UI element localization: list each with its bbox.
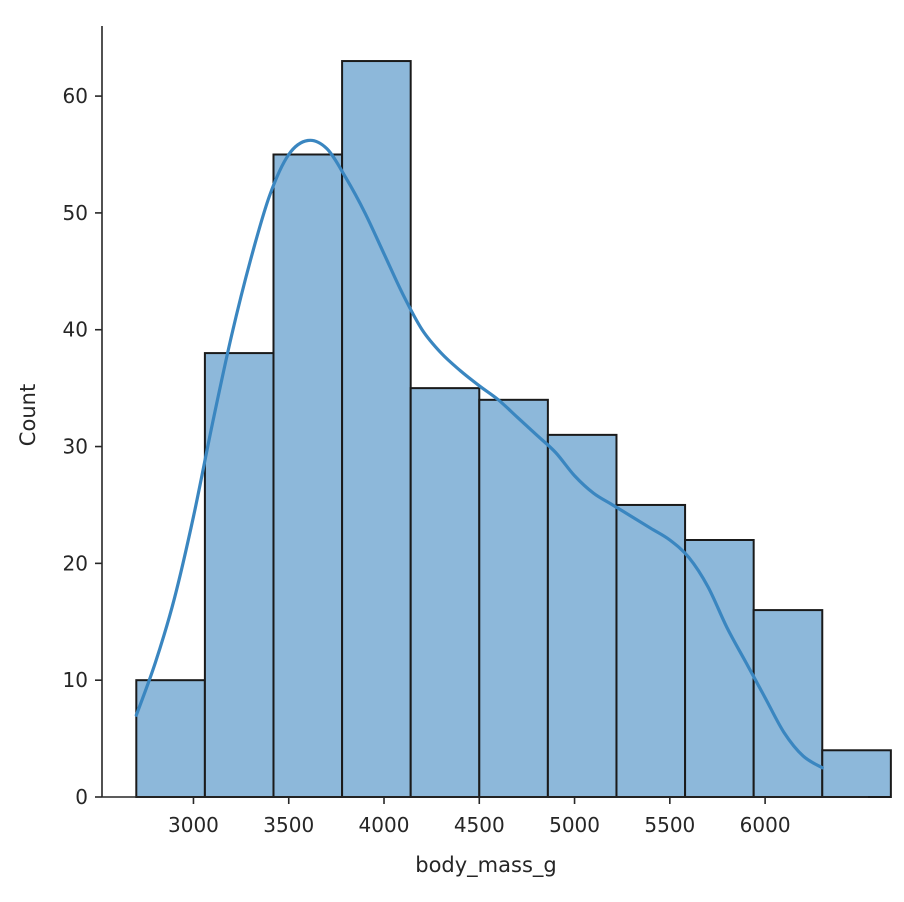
x-tick-label: 5500	[644, 813, 695, 837]
histogram-bar-3	[272, 153, 344, 798]
histogram-bar-8	[615, 503, 687, 798]
x-axis-label: body_mass_g	[415, 853, 556, 878]
x-tick-label: 4500	[454, 813, 505, 837]
x-tick-label: 6000	[740, 813, 791, 837]
y-tick-label: 40	[63, 318, 88, 342]
y-tick-label: 20	[63, 551, 88, 575]
histogram-bar-5	[409, 387, 481, 798]
histogram-bar-6	[478, 398, 549, 798]
histogram-bar-11	[821, 749, 892, 798]
x-tick-label: 3500	[263, 813, 314, 837]
x-tick-label: 5000	[549, 813, 600, 837]
y-axis-label: Count	[16, 384, 40, 446]
histogram-bars	[135, 60, 892, 799]
y-tick-label: 50	[63, 201, 88, 225]
y-axis-ticks: 0 10 20 30 40 50 60	[63, 84, 102, 809]
histogram-bar-4	[341, 60, 412, 798]
histogram-bar-2	[203, 352, 275, 798]
kde-curve-group	[134, 138, 824, 770]
y-tick-label: 60	[63, 84, 88, 108]
axes	[101, 26, 868, 798]
x-tick-label: 3000	[168, 813, 219, 837]
histogram-bar-7	[546, 433, 618, 798]
x-axis-ticks: 3000 3500 4000 4500 5000 5500 6000	[168, 797, 791, 837]
y-tick-label: 0	[75, 785, 88, 809]
kde-curve	[134, 138, 824, 770]
y-tick-label: 10	[63, 668, 88, 692]
y-tick-label: 30	[63, 435, 88, 459]
histogram-bar-10	[752, 609, 824, 798]
histogram-bar-9	[684, 539, 755, 798]
x-tick-label: 4000	[359, 813, 410, 837]
histogram-bar-1	[135, 679, 206, 799]
